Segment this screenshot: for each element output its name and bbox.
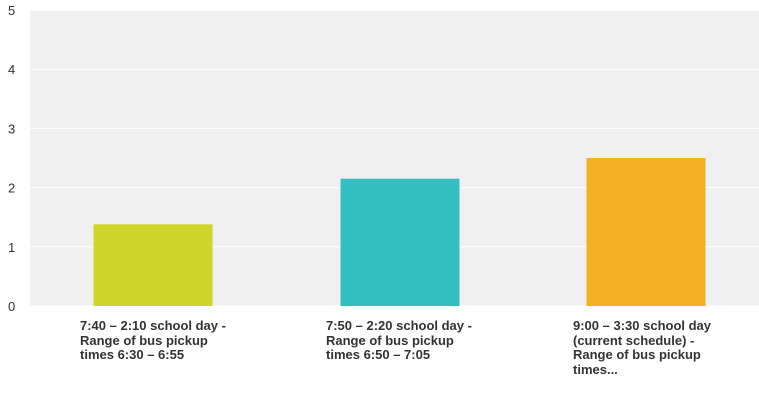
- bar-3: [586, 158, 706, 306]
- y-axis-ticks: 0 1 2 3 4 5: [8, 3, 15, 314]
- y-tick-label: 3: [8, 121, 15, 136]
- bars: [93, 158, 706, 306]
- bar-1: [93, 224, 213, 306]
- x-category-label-1: 7:40 – 2:10 school day - Range of bus pi…: [80, 318, 226, 362]
- x-category-label-3: 9:00 – 3:30 school day (current schedule…: [573, 318, 712, 377]
- bar-2: [340, 178, 460, 306]
- y-tick-label: 0: [8, 299, 15, 314]
- x-category-label-2: 7:50 – 2:20 school day - Range of bus pi…: [326, 318, 472, 362]
- y-tick-label: 4: [8, 62, 15, 77]
- y-tick-label: 5: [8, 3, 15, 18]
- y-tick-label: 2: [8, 181, 15, 196]
- y-tick-label: 1: [8, 240, 15, 255]
